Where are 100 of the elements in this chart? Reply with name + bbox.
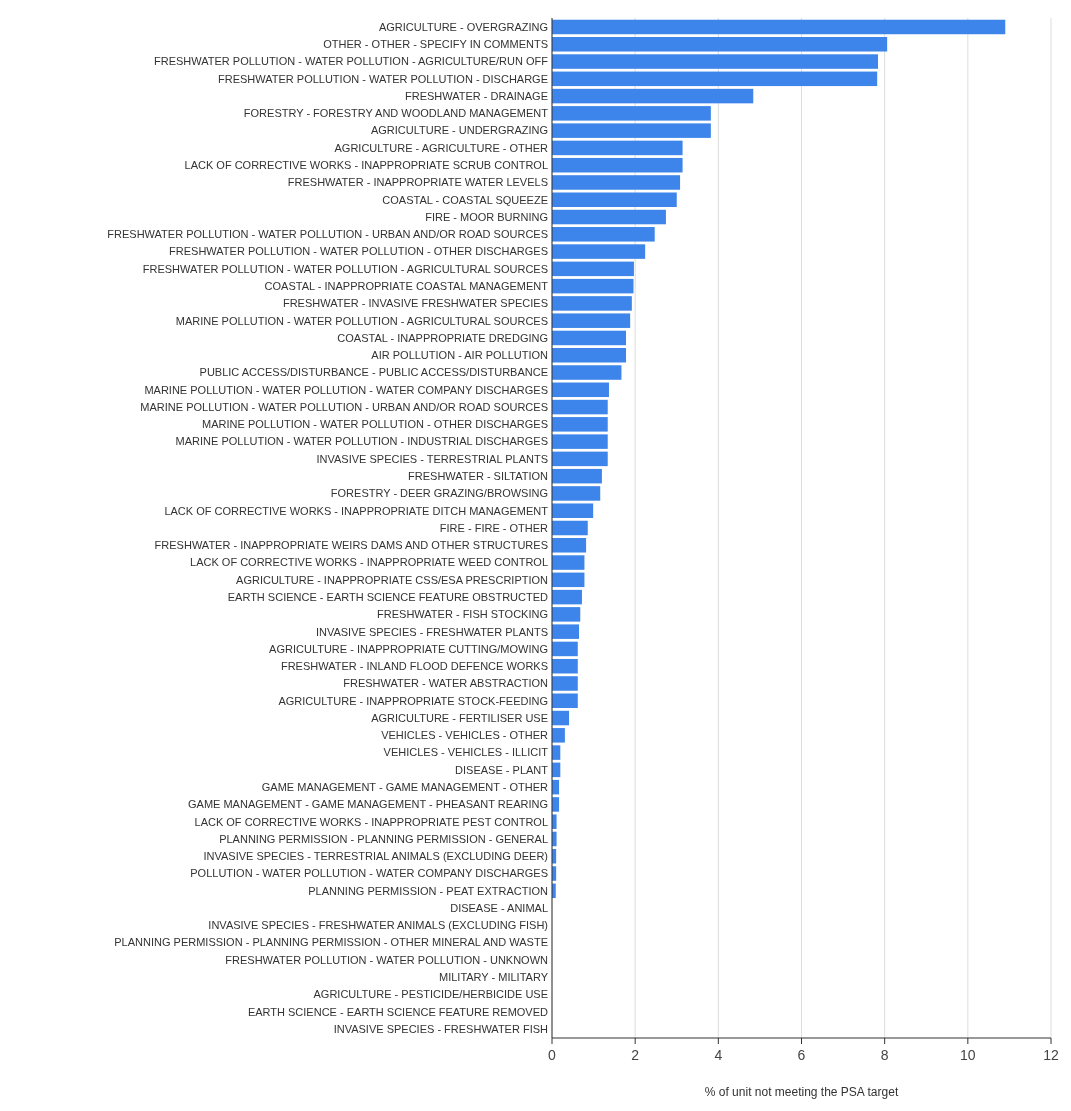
bar [552,19,1006,35]
y-tick-label: MILITARY - MILITARY [438,971,549,984]
bar [552,417,608,432]
bar [552,347,627,363]
bar [552,486,601,501]
bar [552,365,622,380]
y-tick-label: DISEASE - PLANT [455,763,549,776]
bar [552,589,582,605]
x-tick-label: 12 [1043,1047,1059,1063]
y-tick-label: FIRE - FIRE - OTHER [439,521,549,534]
x-tick-label: 10 [960,1047,976,1063]
x-axis-title: % of unit not meeting the PSA target [704,1085,899,1099]
x-tick-label: 2 [631,1047,640,1063]
bar [552,261,634,277]
y-tick-label: AIR POLLUTION - AIR POLLUTION [371,349,549,362]
y-tick-label: FRESHWATER - SILTATION [408,470,549,483]
x-tick-label: 6 [797,1047,806,1063]
y-tick-label: FRESHWATER POLLUTION - WATER POLLUTION - OTHER DISCHARGES [169,245,548,258]
bar [552,157,683,173]
y-tick-label: GAME MANAGEMENT - GAME MANAGEMENT - PHEASANT REARING [188,798,548,811]
bar [552,693,578,709]
bar [552,814,557,829]
y-tick-label: FRESHWATER - INAPPROPRIATE WATER LEVELS [287,176,548,189]
y-tick-label: COASTAL - COASTAL SQUEEZE [382,193,548,206]
y-tick-label: FRESHWATER - INLAND FLOOD DEFENCE WORKS [280,660,548,673]
y-tick-label: LACK OF CORRECTIVE WORKS - INAPPROPRIATE WEED CONTROL [190,556,548,569]
y-tick-label: FRESHWATER - FISH STOCKING [377,608,548,621]
bar [552,227,655,242]
y-tick-label: AGRICULTURE - INAPPROPRIATE CUTTING/MOWING [269,642,548,655]
bar [552,313,631,328]
bar [552,330,627,346]
y-tick-label: FORESTRY - DEER GRAZING/BROWSING [330,487,548,500]
bar [552,244,646,259]
y-tick-label: PLANNING PERMISSION - PEAT EXTRACTION [308,884,549,897]
bar [552,88,754,104]
bar [552,175,681,190]
y-tick-label: MARINE POLLUTION - WATER POLLUTION - AGRICULTURAL SOURCES [175,314,548,327]
y-tick-label: FRESHWATER POLLUTION - WATER POLLUTION - UNKNOWN [225,953,549,966]
y-tick-label: COASTAL - INAPPROPRIATE DREDGING [337,331,548,344]
y-tick-label: VEHICLES - VEHICLES - ILLICIT [383,746,549,759]
x-tick-label: 4 [714,1047,723,1063]
y-tick-label: AGRICULTURE - FERTILISER USE [371,711,548,724]
bar [552,607,581,622]
y-tick-label: FIRE - MOOR BURNING [425,210,548,223]
bar [552,434,608,449]
bar [552,451,608,467]
bar [552,209,666,225]
bar [552,123,711,138]
bar [552,503,594,518]
y-tick-label: AGRICULTURE - AGRICULTURE - OTHER [334,141,549,154]
x-tick-label: 0 [548,1047,557,1063]
y-tick-label: INVASIVE SPECIES - FRESHWATER ANIMALS (EXCLUDING FISH) [208,919,548,932]
bar [552,71,878,87]
bar [552,468,602,484]
y-tick-label: COASTAL - INAPPROPRIATE COASTAL MANAGEMENT [264,279,549,292]
y-tick-label: MARINE POLLUTION - WATER POLLUTION - INDUSTRIAL DISCHARGES [175,435,548,448]
y-tick-label: LACK OF CORRECTIVE WORKS - INAPPROPRIATE SCRUB CONTROL [184,159,548,172]
y-tick-label: INVASIVE SPECIES - TERRESTRIAL PLANTS [316,452,548,465]
y-tick-label: FRESHWATER POLLUTION - WATER POLLUTION - AGRICULTURAL SOURCES [142,262,548,275]
bar [552,641,578,657]
x-tick-label: 8 [880,1047,889,1063]
y-tick-label: AGRICULTURE - INAPPROPRIATE CSS/ESA PRESCRIPTION [236,573,549,586]
bar [552,710,570,726]
y-tick-label: FORESTRY - FORESTRY AND WOODLAND MANAGEMENT [243,107,549,120]
bar [552,106,711,121]
bar [552,278,634,294]
bar [552,296,632,311]
y-tick-label: EARTH SCIENCE - EARTH SCIENCE FEATURE OBSTRUCTED [227,590,549,603]
y-tick-label: AGRICULTURE - OVERGRAZING [378,20,548,33]
y-tick-label: POLLUTION - WATER POLLUTION - WATER COMPANY DISCHARGES [190,867,548,880]
y-tick-label: FRESHWATER POLLUTION - WATER POLLUTION - URBAN AND/OR ROAD SOURCES [107,228,548,241]
y-tick-label: INVASIVE SPECIES - TERRESTRIAL ANIMALS (EXCLUDING DEER) [203,850,548,863]
y-tick-label: FRESHWATER - DRAINAGE [404,89,548,102]
y-tick-label: PLANNING PERMISSION - PLANNING PERMISSION - GENERAL [219,832,548,845]
bar [552,658,578,674]
y-tick-label: DISEASE - ANIMAL [450,901,548,914]
y-tick-label: AGRICULTURE - PESTICIDE/HERBICIDE USE [313,988,548,1001]
bar [552,192,677,207]
y-tick-label: FRESHWATER POLLUTION - WATER POLLUTION - DISCHARGE [217,72,548,85]
y-tick-label: INVASIVE SPECIES - FRESHWATER PLANTS [315,625,548,638]
y-tick-label: OTHER - OTHER - SPECIFY IN COMMENTS [323,38,548,51]
y-tick-label: PLANNING PERMISSION - PLANNING PERMISSION - OTHER MINERAL AND WASTE [114,936,548,949]
bar [552,572,585,588]
y-tick-label: FRESHWATER - INAPPROPRIATE WEIRS DAMS AND OTHER STRUCTURES [154,539,548,552]
bar [552,538,587,553]
y-tick-label: AGRICULTURE - INAPPROPRIATE STOCK-FEEDING [278,694,548,707]
y-tick-label: MARINE POLLUTION - WATER POLLUTION - URBAN AND/OR ROAD SOURCES [140,400,548,413]
y-tick-label: AGRICULTURE - UNDERGRAZING [370,124,548,137]
y-tick-label: GAME MANAGEMENT - GAME MANAGEMENT - OTHER [261,781,549,793]
y-tick-label: LACK OF CORRECTIVE WORKS - INAPPROPRIATE PEST CONTROL [194,815,548,828]
y-tick-label: MARINE POLLUTION - WATER POLLUTION - OTHER DISCHARGES [202,418,548,431]
y-tick-label: FRESHWATER - WATER ABSTRACTION [343,677,549,690]
bar [552,520,588,536]
y-tick-label: VEHICLES - VEHICLES - OTHER [381,729,549,742]
y-tick-label: LACK OF CORRECTIVE WORKS - INAPPROPRIATE DITCH MANAGEMENT [164,504,549,517]
bar [552,624,580,639]
bar [552,37,888,52]
bar [552,399,608,415]
bar [552,140,683,156]
bar [552,54,879,69]
